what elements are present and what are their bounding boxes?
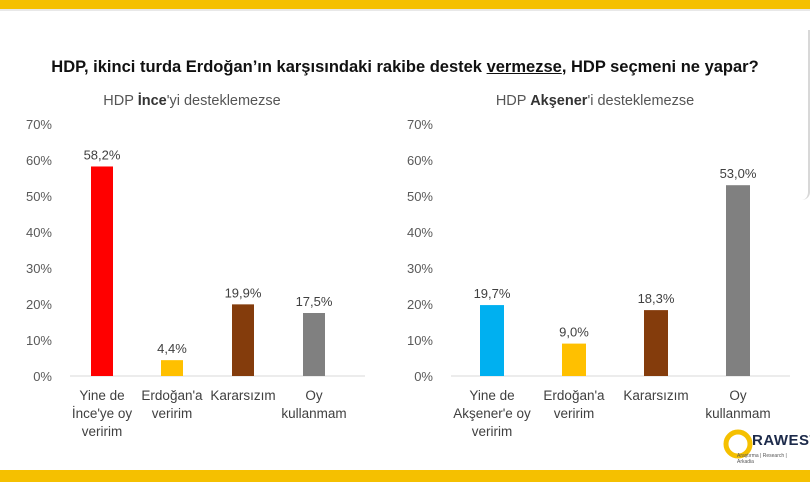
left-bar [232, 304, 254, 376]
bottom-accent-bar [0, 470, 810, 482]
right-data-label: 9,0% [559, 325, 589, 340]
left-category-label: Oy [305, 388, 323, 403]
left-category-label: Kararsızım [210, 388, 275, 403]
left-data-label: 17,5% [296, 294, 333, 309]
top-accent-bar [0, 0, 810, 9]
right-category-label: Erdoğan'a [543, 388, 605, 403]
left-title-bold: İnce [137, 93, 167, 109]
right-ytick-label: 30% [407, 261, 433, 276]
left-bar [303, 313, 325, 376]
main-title-part2: , HDP seçmeni ne yapar? [561, 58, 759, 76]
left-bar [161, 360, 183, 376]
right-title-bold: Akşener [530, 93, 588, 109]
main-title-part1: HDP, ikinci turda Erdoğan’ın karşısındak… [51, 58, 487, 76]
logo-text: RAWEST [752, 432, 810, 449]
page-edge-decoration [798, 30, 810, 200]
right-bar [480, 305, 504, 376]
left-ytick-label: 40% [26, 225, 52, 240]
right-category-label: Akşener'e oy [453, 406, 531, 421]
left-category-label: İnce'ye oy [72, 406, 133, 421]
right-ytick-label: 20% [407, 297, 433, 312]
right-bar [726, 185, 750, 376]
main-title: HDP, ikinci turda Erdoğan’ın karşısındak… [0, 58, 810, 77]
left-ytick-label: 10% [26, 333, 52, 348]
left-data-label: 4,4% [157, 341, 187, 356]
right-ytick-label: 50% [407, 189, 433, 204]
left-chart-title: HDP İnce'yi desteklemezse [42, 93, 342, 109]
logo-tagline: Araştırma | Research | Arkadia [737, 453, 787, 465]
right-chart-title: HDP Akşener'i desteklemezse [445, 93, 745, 109]
top-divider [0, 9, 810, 11]
right-category-label: Yine de [469, 388, 514, 403]
right-ytick-label: 0% [414, 369, 433, 384]
left-category-label: veririm [82, 424, 123, 439]
left-data-label: 58,2% [84, 147, 121, 162]
rawest-logo-icon [723, 429, 753, 459]
left-ytick-label: 60% [26, 153, 52, 168]
left-category-label: Erdoğan'a [141, 388, 203, 403]
right-category-label: Oy [729, 388, 747, 403]
left-ytick-label: 50% [26, 189, 52, 204]
right-ytick-label: 40% [407, 225, 433, 240]
left-bar [91, 166, 113, 376]
right-data-label: 19,7% [474, 286, 511, 301]
left-category-label: veririm [152, 406, 193, 421]
right-ytick-label: 60% [407, 153, 433, 168]
right-title-pre: HDP [495, 93, 531, 109]
left-title-post: 'yi desteklemezse [166, 93, 281, 109]
right-data-label: 18,3% [638, 291, 675, 306]
left-data-label: 19,9% [225, 285, 262, 300]
left-ytick-label: 20% [26, 297, 52, 312]
right-category-label: veririm [554, 406, 595, 421]
right-bar [644, 310, 668, 376]
left-ytick-label: 30% [26, 261, 52, 276]
left-category-label: Yine de [79, 388, 124, 403]
right-category-label: veririm [472, 424, 513, 439]
right-ytick-label: 70% [407, 117, 433, 132]
right-data-label: 53,0% [720, 166, 757, 181]
left-category-label: kullanmam [281, 406, 346, 421]
main-title-underlined: vermezse [486, 58, 562, 76]
right-category-label: kullanmam [705, 406, 770, 421]
right-ytick-label: 10% [407, 333, 433, 348]
left-ytick-label: 0% [33, 369, 52, 384]
left-ytick-label: 70% [26, 117, 52, 132]
right-title-post: 'i desteklemezse [587, 93, 695, 109]
left-title-pre: HDP [103, 93, 138, 109]
right-category-label: Kararsızım [623, 388, 688, 403]
right-bar [562, 343, 586, 376]
